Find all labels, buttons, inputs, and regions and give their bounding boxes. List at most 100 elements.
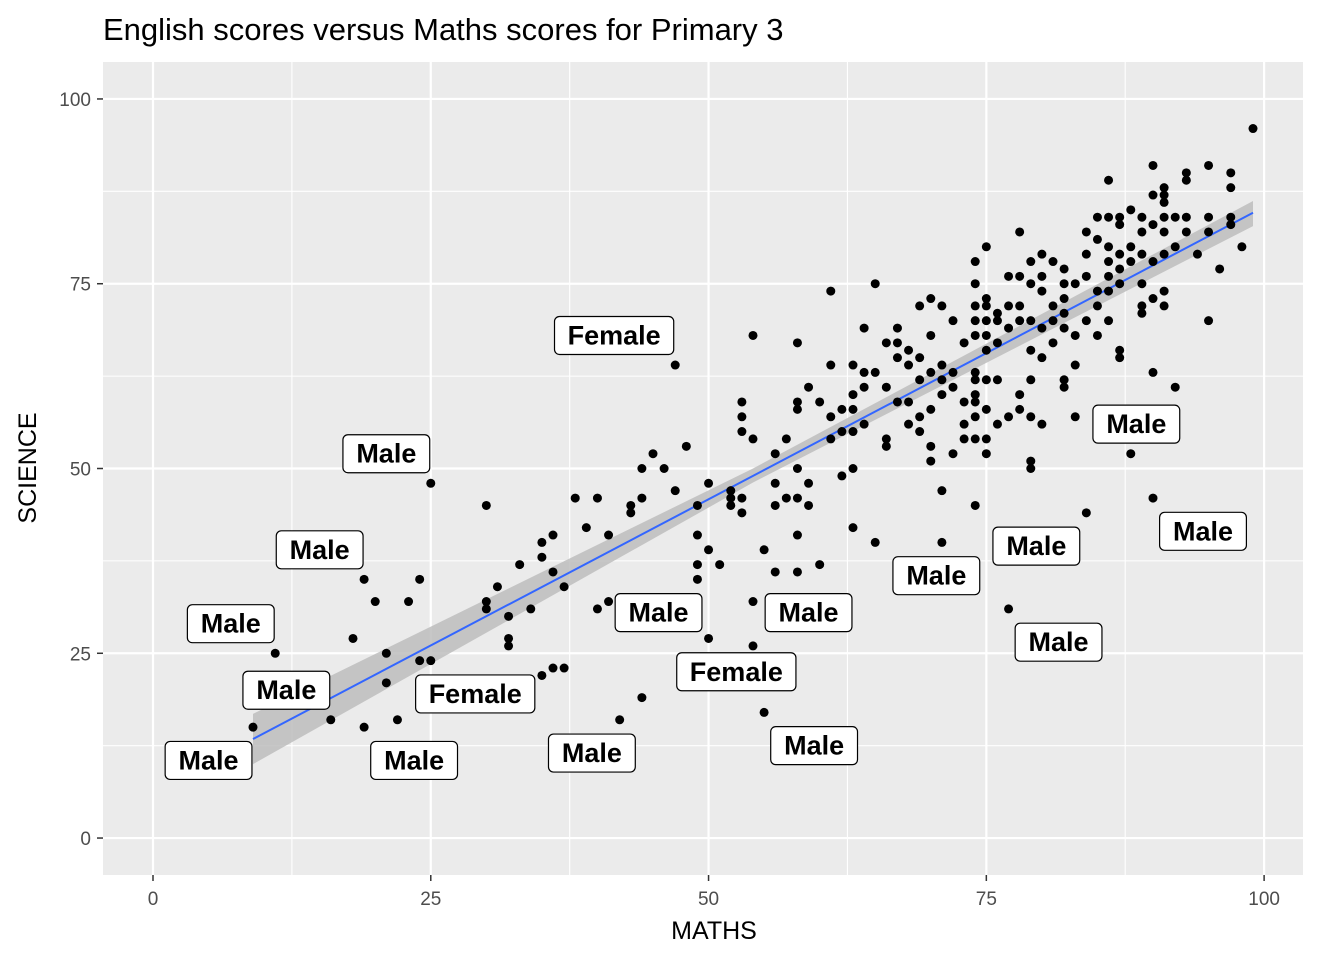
data-point (1104, 212, 1114, 222)
data-point (548, 567, 558, 577)
data-point (804, 478, 814, 488)
data-point (1126, 205, 1136, 215)
data-point (970, 316, 980, 326)
x-tick-label: 100 (1248, 889, 1280, 910)
point-label: Male (186, 604, 275, 644)
y-tick-label: 50 (70, 460, 91, 481)
data-point (504, 641, 514, 651)
point-label-box (1014, 622, 1103, 662)
data-point (415, 656, 425, 666)
data-point (1015, 271, 1025, 281)
data-point (604, 530, 614, 540)
data-point (1104, 316, 1114, 326)
data-point (1048, 316, 1058, 326)
point-label-text: Male (1173, 516, 1233, 546)
data-point (1204, 227, 1214, 237)
data-point (1026, 279, 1036, 289)
point-label-box (547, 733, 636, 773)
data-point (1215, 264, 1225, 274)
data-point (1159, 197, 1169, 207)
data-point (404, 597, 414, 607)
data-point (981, 294, 991, 304)
data-point (1070, 279, 1080, 289)
data-point (504, 633, 514, 643)
data-point (548, 530, 558, 540)
point-label-text: Male (1006, 531, 1066, 561)
data-point (859, 419, 869, 429)
data-point (970, 330, 980, 340)
data-point (848, 404, 858, 414)
data-point (1081, 249, 1091, 259)
data-point (615, 715, 625, 725)
data-point (1137, 212, 1147, 222)
data-point (1015, 404, 1025, 414)
x-tick-label: 75 (976, 889, 997, 910)
data-point (937, 375, 947, 385)
data-point (759, 707, 769, 717)
data-point (904, 419, 914, 429)
data-point (826, 434, 836, 444)
data-point (881, 441, 891, 451)
data-point (1037, 353, 1047, 363)
data-point (481, 597, 491, 607)
data-point (1137, 301, 1147, 311)
data-point (904, 345, 914, 355)
point-label: Male (1092, 404, 1181, 444)
point-label-text: Male (201, 609, 261, 639)
data-point (970, 390, 980, 400)
data-point (581, 523, 591, 533)
data-point (837, 427, 847, 437)
data-point (548, 663, 558, 673)
data-point (792, 338, 802, 348)
data-point (981, 242, 991, 252)
data-point (492, 582, 502, 592)
chart-title: English scores versus Maths scores for P… (103, 12, 784, 47)
data-point (748, 330, 758, 340)
data-point (1170, 242, 1180, 252)
data-point (926, 294, 936, 304)
data-point (1059, 308, 1069, 318)
data-point (1081, 316, 1091, 326)
data-point (370, 597, 380, 607)
data-point (981, 404, 991, 414)
data-point (415, 574, 425, 584)
data-point (970, 301, 980, 311)
data-point (948, 449, 958, 459)
data-point (781, 493, 791, 503)
data-point (1148, 493, 1158, 503)
data-point (1104, 271, 1114, 281)
data-point (359, 574, 369, 584)
data-point (537, 670, 547, 680)
data-point (859, 323, 869, 333)
data-point (1081, 508, 1091, 518)
point-label-box (370, 740, 459, 781)
data-point (1092, 234, 1102, 244)
x-tick-label: 50 (698, 889, 719, 910)
data-point (1070, 360, 1080, 370)
data-point (692, 574, 702, 584)
data-point (948, 316, 958, 326)
data-point (1104, 242, 1114, 252)
data-point (804, 500, 814, 510)
point-label: Male (1158, 511, 1247, 551)
data-point (270, 648, 280, 658)
point-label: Female (676, 652, 797, 692)
data-point (481, 500, 491, 510)
data-point (1004, 301, 1014, 311)
data-point (1137, 227, 1147, 237)
data-point (937, 486, 947, 496)
data-point (970, 367, 980, 377)
data-point (759, 545, 769, 555)
point-label-text: Female (690, 657, 783, 687)
data-point (1159, 190, 1169, 200)
data-point (1070, 330, 1080, 340)
point-label-box (676, 652, 797, 692)
data-point (515, 560, 525, 570)
point-label: Male (614, 593, 703, 633)
data-point (992, 375, 1002, 385)
data-point (970, 412, 980, 422)
data-point (637, 493, 647, 503)
data-point (1159, 286, 1169, 296)
point-label: Male (1014, 622, 1103, 662)
point-label: Male (764, 593, 853, 633)
